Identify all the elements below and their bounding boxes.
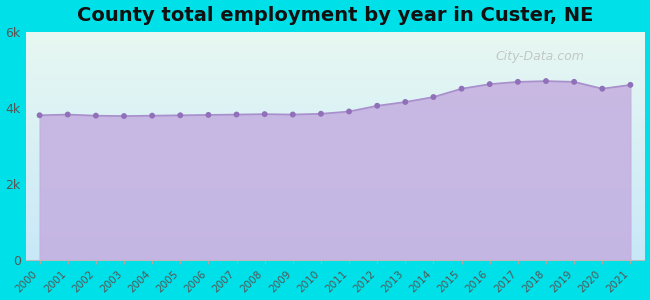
Point — [175, 113, 185, 118]
Point — [569, 80, 579, 84]
Point — [203, 112, 214, 117]
Point — [400, 100, 411, 104]
Point — [541, 79, 551, 83]
Point — [372, 103, 382, 108]
Point — [597, 86, 608, 91]
Point — [34, 113, 45, 118]
Point — [287, 112, 298, 117]
Point — [625, 82, 636, 87]
Point — [316, 111, 326, 116]
Point — [456, 86, 467, 91]
Point — [344, 109, 354, 114]
Point — [513, 80, 523, 84]
Text: City-Data.com: City-Data.com — [496, 50, 585, 63]
Point — [428, 94, 439, 99]
Point — [90, 113, 101, 118]
Point — [147, 113, 157, 118]
Title: County total employment by year in Custer, NE: County total employment by year in Custe… — [77, 6, 593, 25]
Point — [62, 112, 73, 117]
Point — [484, 82, 495, 86]
Point — [231, 112, 242, 117]
Point — [119, 114, 129, 118]
Point — [259, 112, 270, 116]
